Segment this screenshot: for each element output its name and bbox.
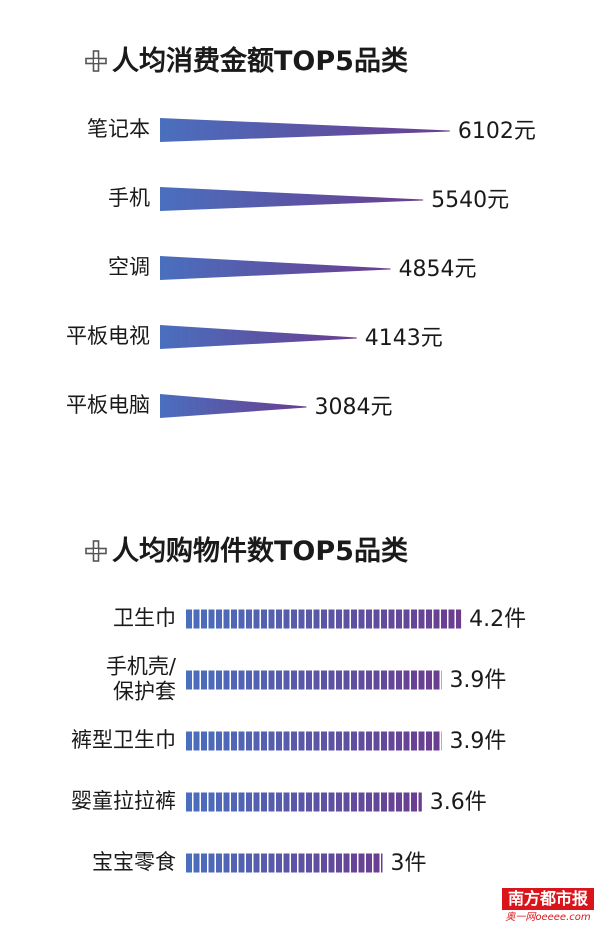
value-label: 3.9件 — [449, 729, 506, 754]
chart1-header: 人均消费金额TOP5品类 — [85, 45, 408, 77]
category-label: 卫生巾 — [113, 606, 176, 630]
value-label: 4143元 — [365, 326, 443, 351]
chart2-header: 人均购物件数TOP5品类 — [85, 536, 408, 567]
category-label: 空调 — [108, 255, 150, 279]
tapered-bar — [160, 325, 357, 349]
value-label: 6102元 — [458, 119, 536, 144]
segmented-bar — [186, 670, 442, 690]
value-label: 4854元 — [399, 257, 477, 282]
value-label: 3084元 — [314, 395, 392, 420]
category-label: 笔记本 — [87, 117, 150, 141]
category-label: 平板电视 — [66, 324, 150, 348]
category-label: 宝宝零食 — [92, 850, 176, 874]
plus-icon — [85, 50, 107, 72]
chart2-title: 人均购物件数TOP5品类 — [112, 536, 408, 567]
newspaper-logo: 南方都市报 奥一网oeeee.com — [502, 888, 594, 928]
segmented-bar — [186, 853, 383, 873]
logo-site: 奥一网oeeee.com — [505, 912, 591, 923]
value-label: 4.2件 — [469, 607, 526, 632]
chart1-title: 人均消费金额TOP5品类 — [112, 45, 408, 77]
value-label: 3.6件 — [430, 790, 487, 815]
segmented-bar — [186, 731, 442, 751]
value-label: 5540元 — [431, 188, 509, 213]
tapered-bar — [160, 394, 307, 418]
plus-icon — [85, 540, 107, 562]
category-label: 平板电脑 — [66, 393, 150, 417]
category-label: 裤型卫生巾 — [71, 728, 176, 752]
segmented-bar — [186, 609, 462, 629]
tapered-bar — [160, 256, 391, 280]
category-label: 手机 — [108, 186, 150, 210]
category-label: 保护套 — [113, 680, 176, 704]
tapered-bar — [160, 187, 424, 211]
category-label: 婴童拉拉裤 — [71, 789, 176, 813]
segmented-bar — [186, 792, 422, 812]
value-label: 3.9件 — [449, 668, 506, 693]
logo-name: 南方都市报 — [502, 888, 594, 910]
category-label: 手机壳/ — [106, 655, 177, 679]
tapered-bar — [160, 118, 450, 142]
value-label: 3件 — [391, 851, 427, 876]
